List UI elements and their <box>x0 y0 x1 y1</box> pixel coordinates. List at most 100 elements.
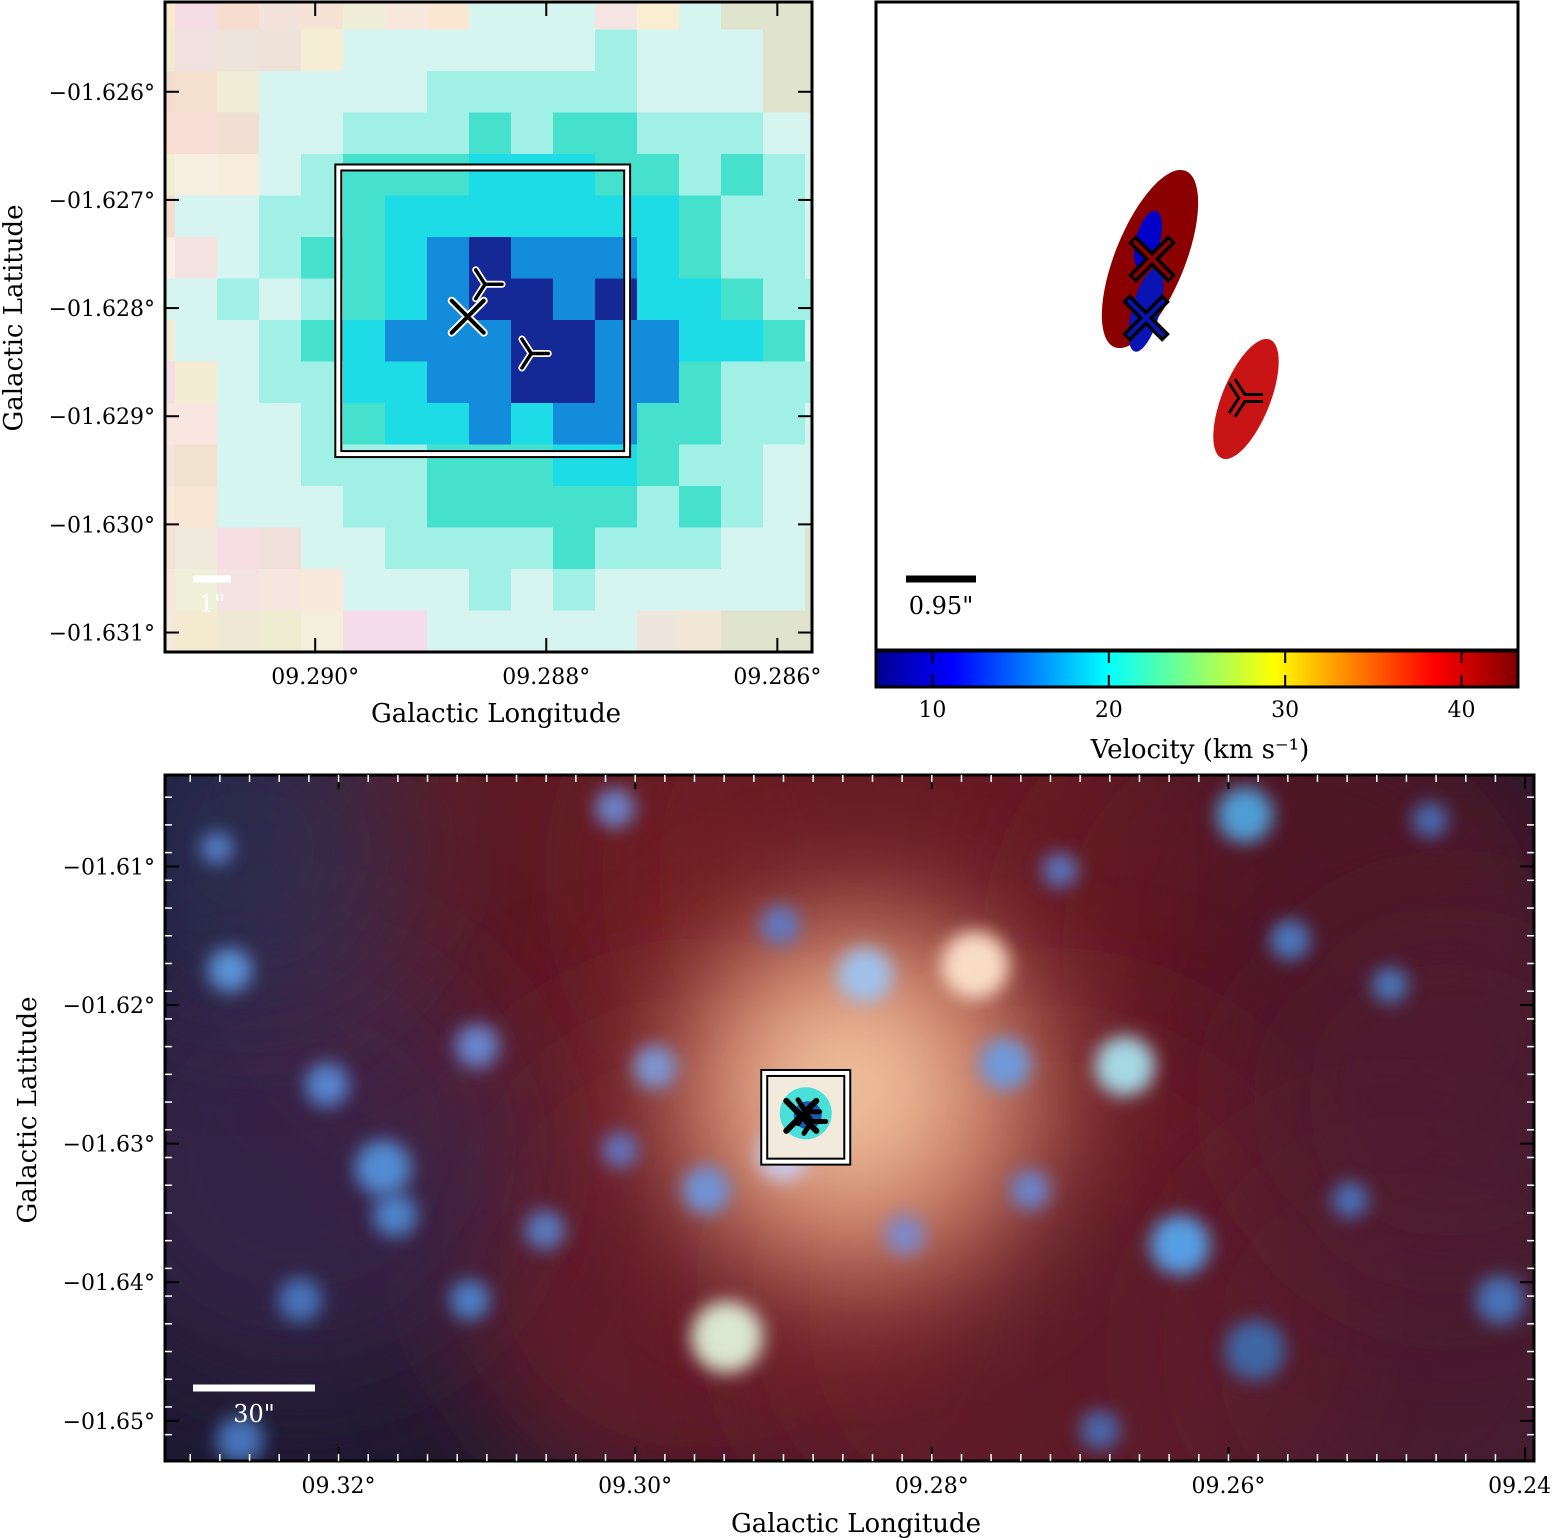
star <box>450 1280 490 1320</box>
image-pixel <box>763 2 806 30</box>
image-pixel <box>553 195 596 238</box>
wide-field-frame <box>163 773 1536 1463</box>
image-pixel <box>469 569 512 611</box>
image-pixel <box>721 527 764 570</box>
wide-field-stars <box>201 787 1524 1461</box>
image-pixel <box>259 112 302 155</box>
region-box-inner <box>340 169 626 453</box>
x-tick-label: 09.290° <box>271 665 359 690</box>
star <box>1372 967 1408 1003</box>
star <box>1217 787 1273 843</box>
image-pixel <box>637 652 680 694</box>
star <box>633 1045 677 1089</box>
image-pixel <box>679 320 722 362</box>
star <box>216 1416 264 1461</box>
image-pixel <box>469 112 512 155</box>
image-pixel <box>343 320 386 362</box>
image-pixel <box>679 486 722 528</box>
image-pixel <box>553 403 596 445</box>
image-pixel <box>553 29 596 72</box>
image-pixel <box>343 71 386 113</box>
image-pixel <box>259 278 302 321</box>
star <box>201 832 233 864</box>
image-pixel <box>637 195 680 238</box>
image-pixel <box>217 71 260 113</box>
image-pixel <box>511 195 554 238</box>
image-pixel <box>385 527 428 570</box>
image-pixel <box>385 403 428 445</box>
image-pixel <box>301 2 344 30</box>
image-pixel <box>595 2 638 30</box>
image-pixel <box>217 237 260 279</box>
y-marker-fill <box>1230 396 1245 417</box>
colorbar-tick-label: 10 <box>918 698 946 723</box>
velocity-panel: 0.95" 10 20 30 40 Velocity (km s⁻¹) <box>874 0 1520 765</box>
image-pixel <box>175 444 218 487</box>
image-pixel <box>637 527 680 570</box>
image-pixel <box>343 278 386 321</box>
image-pixel <box>679 29 722 72</box>
velocity-y-marker <box>1227 378 1263 418</box>
image-pixel <box>763 569 806 611</box>
image-pixel <box>175 154 218 196</box>
image-pixel <box>469 195 512 238</box>
image-pixel <box>217 403 260 445</box>
image-pixel <box>553 320 596 362</box>
wide-field-y-axis-title: Galactic Latitude <box>13 997 43 1224</box>
star <box>373 1193 417 1237</box>
image-pixel <box>637 569 680 611</box>
star <box>595 788 635 828</box>
image-pixel <box>175 486 218 528</box>
image-pixel <box>637 29 680 72</box>
image-pixel <box>343 403 386 445</box>
star <box>278 1278 322 1322</box>
star <box>682 1166 730 1214</box>
image-pixel <box>175 2 218 30</box>
image-pixel <box>385 320 428 362</box>
image-pixel <box>217 610 260 652</box>
image-pixel <box>763 237 806 279</box>
x-tick-label: 09.288° <box>502 665 590 690</box>
image-pixel <box>343 29 386 72</box>
x-tick-label: 09.32° <box>302 1474 376 1499</box>
image-pixel <box>165 29 176 72</box>
image-pixel <box>385 237 428 279</box>
image-pixel <box>637 610 680 652</box>
image-pixel <box>175 610 218 652</box>
star <box>760 905 800 945</box>
y-tick-label: −01.63° <box>63 1133 155 1158</box>
image-pixel <box>217 154 260 196</box>
image-pixel <box>637 403 680 445</box>
image-pixel <box>805 610 812 652</box>
image-pixel <box>469 2 512 30</box>
image-pixel <box>259 154 302 196</box>
image-pixel <box>805 361 812 404</box>
image-pixel <box>165 444 176 487</box>
image-pixel <box>343 361 386 404</box>
image-pixel <box>679 444 722 487</box>
star <box>691 1301 763 1373</box>
image-pixel <box>165 403 176 445</box>
image-pixel <box>469 527 512 570</box>
y-marker-stroke <box>520 351 533 370</box>
image-pixel <box>217 444 260 487</box>
y-marker-stroke <box>520 337 533 356</box>
zoom-x-axis-title: Galactic Longitude <box>371 699 621 729</box>
y-marker <box>472 266 506 303</box>
image-pixel <box>721 569 764 611</box>
image-pixel <box>721 486 764 528</box>
image-pixel <box>805 486 812 528</box>
colorbar-ticks: 10 20 30 40 <box>918 651 1476 723</box>
nebula-cloud <box>165 930 520 1370</box>
y-tick-label: −01.631° <box>49 622 155 647</box>
image-pixel <box>763 29 806 72</box>
image-pixel <box>165 195 176 238</box>
image-pixel <box>679 652 722 694</box>
image-pixel <box>679 237 722 279</box>
image-pixel <box>469 71 512 113</box>
image-pixel <box>469 29 512 72</box>
image-pixel <box>553 112 596 155</box>
image-pixel <box>721 237 764 279</box>
image-pixel <box>385 569 428 611</box>
y-tick-label: −01.61° <box>63 855 155 880</box>
